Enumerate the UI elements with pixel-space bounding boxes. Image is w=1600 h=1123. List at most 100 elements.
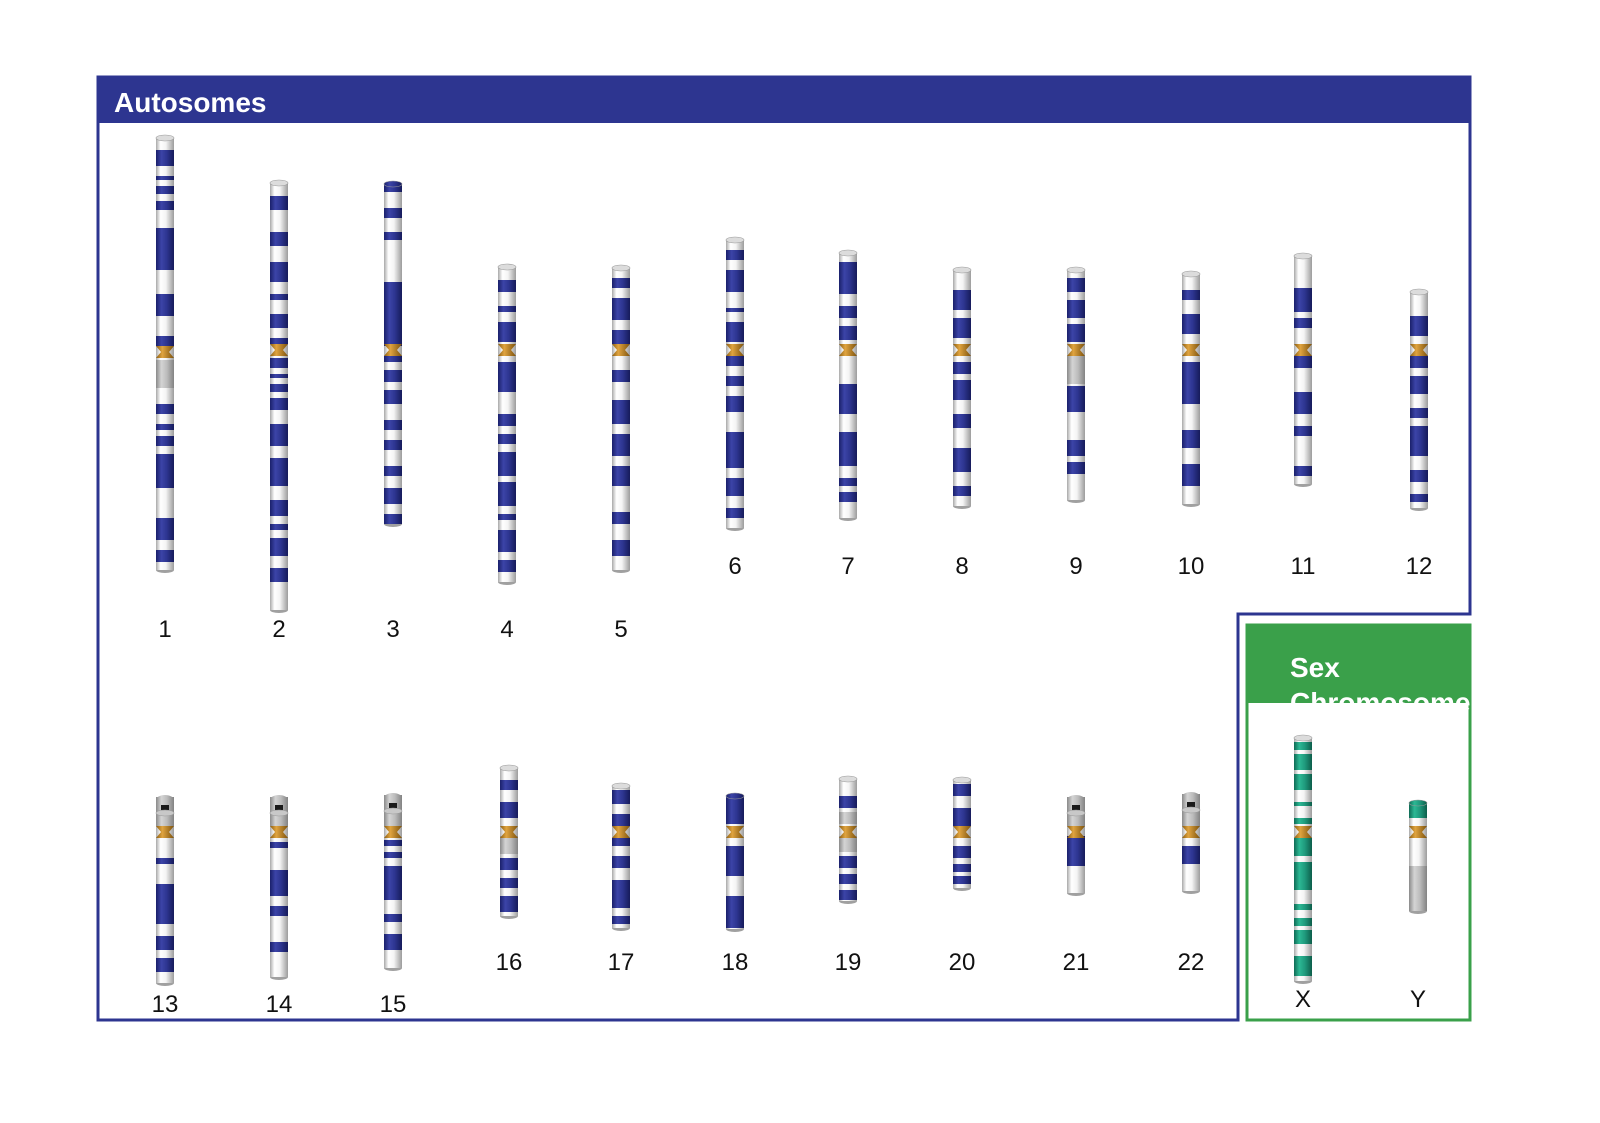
chromosome-22 (1181, 792, 1201, 894)
bottom-cap (839, 518, 857, 521)
dark-band (384, 514, 402, 524)
dark-band (612, 814, 630, 826)
chromosome-1 (155, 134, 175, 573)
top-cap (269, 809, 289, 817)
dark-band (612, 330, 630, 344)
dark-band (612, 916, 630, 924)
sex-chromosomes-title: Sex Chromosomes (1290, 652, 1487, 718)
top-cap (1066, 266, 1086, 274)
centromere (1294, 344, 1312, 356)
chromosome-2 (269, 179, 289, 613)
dark-band (498, 306, 516, 312)
top-cap (1409, 288, 1429, 296)
satellite-stalk (161, 805, 169, 811)
dark-band (726, 846, 744, 876)
dark-band (156, 884, 174, 924)
sex-chromosomes-header-bar (1247, 625, 1470, 703)
dark-band (384, 370, 402, 382)
centromere (384, 826, 402, 838)
bottom-cap (498, 582, 516, 585)
chromosome-7 (838, 249, 858, 521)
dark-band (1294, 838, 1312, 856)
dark-band (839, 478, 857, 486)
dark-band (612, 512, 630, 524)
chromosome-21 (1066, 795, 1086, 896)
dark-band (1294, 904, 1312, 910)
top-cap (383, 807, 403, 815)
bottom-cap (270, 610, 288, 613)
dark-band (270, 398, 288, 410)
dark-band (384, 488, 402, 504)
dark-band (384, 840, 402, 846)
chromosome-label-13: 13 (151, 991, 179, 1018)
dark-band (156, 958, 174, 972)
dark-band (1067, 440, 1085, 456)
dark-band (270, 314, 288, 328)
dark-band (270, 524, 288, 530)
dark-band (953, 846, 971, 858)
top-cap (1181, 270, 1201, 278)
chromosome-label-20: 20 (948, 949, 976, 976)
dark-band (953, 318, 971, 338)
autosomes-header-bar (98, 77, 1470, 123)
dark-band (953, 380, 971, 400)
dark-band (612, 400, 630, 424)
dark-band (839, 796, 857, 808)
dark-band (726, 508, 744, 518)
dark-band (1294, 392, 1312, 414)
dark-band (384, 184, 402, 192)
top-cap (725, 236, 745, 244)
dark-band (384, 282, 402, 346)
dark-band (953, 362, 971, 374)
dark-band (498, 514, 516, 520)
dark-band (500, 896, 518, 912)
dark-band (726, 356, 744, 366)
centromere (1182, 344, 1200, 356)
dark-band (270, 374, 288, 378)
dark-band (1410, 356, 1428, 368)
dark-band (1294, 466, 1312, 476)
chromosome-label-22: 22 (1177, 949, 1205, 976)
bottom-cap (1294, 484, 1312, 487)
top-cap (155, 134, 175, 142)
dark-band (384, 440, 402, 450)
dark-band (1067, 386, 1085, 412)
bottom-cap (384, 968, 402, 971)
chromosome-3 (383, 180, 403, 527)
dark-band (384, 466, 402, 476)
dark-band (156, 550, 174, 562)
dark-band (839, 326, 857, 340)
dark-band (953, 448, 971, 472)
satellite (1182, 792, 1200, 802)
dark-band (839, 874, 857, 884)
dark-band (270, 294, 288, 300)
dark-band (1294, 318, 1312, 328)
dark-band (612, 790, 630, 804)
dark-band (500, 780, 518, 790)
chromosome-19 (838, 775, 858, 904)
dark-band (1294, 426, 1312, 436)
dark-band (839, 856, 857, 868)
top-cap (383, 180, 403, 188)
dark-band (156, 454, 174, 488)
dark-band (270, 358, 288, 368)
chromosome-label-x: X (1294, 986, 1311, 1013)
centromere (612, 826, 630, 838)
dark-band (1294, 956, 1312, 976)
dark-band (384, 852, 402, 858)
centromere (1067, 826, 1085, 838)
dark-band (156, 518, 174, 540)
dark-band (1294, 802, 1312, 806)
dark-band (953, 290, 971, 310)
top-cap (611, 782, 631, 790)
chromosome-18 (725, 792, 745, 932)
top-cap (1293, 734, 1313, 742)
dark-band (726, 796, 744, 824)
dark-band (612, 298, 630, 320)
dark-band (156, 228, 174, 270)
top-cap (838, 775, 858, 783)
dark-band (156, 404, 174, 414)
autosomes-panel-border (96, 75, 1472, 1022)
dark-band (270, 196, 288, 210)
